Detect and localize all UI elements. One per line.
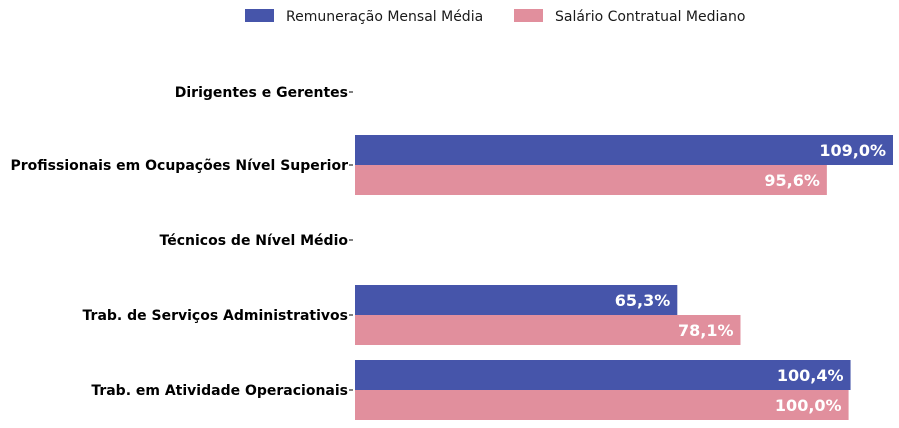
bar-value-label-series1-cat2: 109,0% (819, 141, 886, 160)
category-label-2: Profissionais em Ocupações Nível Superio… (11, 158, 349, 174)
chart-legend: Remuneração Mensal Média Salário Contratu… (245, 9, 745, 25)
legend-swatch-2 (514, 9, 543, 22)
bar-value-label-series2-cat5: 100,0% (775, 396, 842, 415)
category-label-3: Técnicos de Nível Médio (160, 233, 349, 249)
bar-series1-cat4 (355, 285, 678, 315)
bar-value-label-series1-cat4: 65,3% (615, 291, 671, 310)
legend-label-2: Salário Contratual Mediano (555, 9, 745, 25)
category-label-5: Trab. em Atividade Operacionais (91, 383, 348, 399)
bar-series2-cat5 (355, 390, 849, 420)
bar-value-label-series2-cat2: 95,6% (764, 171, 820, 190)
y-axis: Dirigentes e Gerentes Profissionais em Oc… (11, 85, 353, 399)
bar-series2-cat2 (355, 165, 827, 195)
bar-value-label-series1-cat5: 100,4% (777, 366, 844, 385)
legend-label-1: Remuneração Mensal Média (286, 9, 483, 25)
bar-series1-cat5 (355, 360, 851, 390)
category-label-1: Dirigentes e Gerentes (175, 85, 348, 101)
legend-swatch-1 (245, 9, 274, 22)
bar-value-label-series2-cat4: 78,1% (678, 321, 734, 340)
bars-group: 109,0% 95,6% 65,3% 78,1% 100,4% 100,0% (355, 135, 893, 420)
bar-series1-cat2 (355, 135, 893, 165)
bar-series2-cat4 (355, 315, 741, 345)
category-label-4: Trab. de Serviços Administrativos (83, 308, 348, 324)
